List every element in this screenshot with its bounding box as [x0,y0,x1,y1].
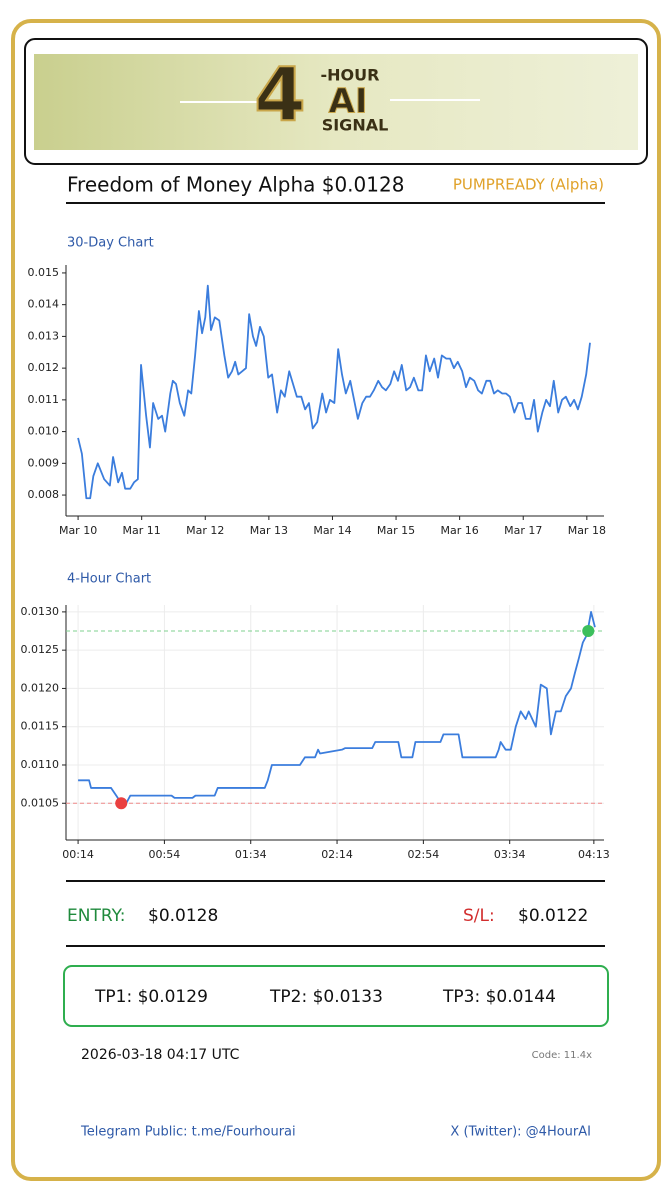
x-tick-label: Mar 10 [59,524,97,537]
logo-bottom: SIGNAL [322,116,389,135]
price-line [78,610,596,805]
y-tick-label: 0.0105 [21,796,60,809]
logo-top: -HOUR [321,66,380,85]
token-title: Freedom of Money Alpha $0.0128 [67,173,404,197]
x-tick-label: 02:54 [408,848,440,861]
logo-numeral: 4 [254,53,306,139]
y-tick-label: 0.013 [28,329,60,342]
logo-banner [34,54,638,150]
y-tick-label: 0.0130 [21,605,60,618]
x-tick-label: Mar 16 [441,524,479,537]
card-frame [11,19,661,1181]
y-tick-label: 0.012 [28,361,60,374]
x-tick-label: Mar 18 [568,524,606,537]
sl-label: S/L: [463,906,495,926]
x-tick-label: 04:13 [578,848,610,861]
x-tick-label: Mar 13 [250,524,288,537]
entry-value: $0.0128 [148,906,218,926]
logo-middle: AI [329,82,368,122]
status-tag: PUMPREADY (Alpha) [453,176,604,194]
x-tick-label: Mar 15 [377,524,415,537]
x-tick-label: Mar 17 [504,524,542,537]
y-tick-label: 0.009 [28,456,60,469]
code: Code: 11.4x [532,1050,592,1061]
targets-box [63,965,609,1027]
timestamp: 2026-03-18 04:17 UTC [81,1047,240,1063]
telegram-link[interactable]: Telegram Public: t.me/Fourhourai [80,1125,296,1140]
entry-label: ENTRY: [67,906,125,926]
x-tick-label: Mar 12 [186,524,224,537]
y-tick-label: 0.0115 [21,720,60,733]
y-tick-label: 0.011 [28,393,60,406]
chart-title: 4-Hour Chart [67,572,151,587]
chart-title: 30-Day Chart [67,236,154,251]
x-tick-label: 00:54 [149,848,181,861]
sl-value: $0.0122 [518,906,588,926]
x-tick-label: Mar 14 [313,524,351,537]
y-tick-label: 0.008 [28,488,60,501]
price-line [77,284,591,500]
y-tick-label: 0.0125 [21,643,60,656]
y-tick-label: 0.0110 [21,758,60,771]
x-tick-label: 01:34 [235,848,267,861]
logo: 4 -HOUR AI SIGNAL [180,52,480,140]
target: TP1: $0.0129 [94,987,208,1007]
x-tick-label: 00:14 [62,848,94,861]
level-marker [582,625,595,638]
x-tick-label: Mar 11 [123,524,161,537]
y-tick-label: 0.0120 [21,681,60,694]
y-tick-label: 0.014 [28,298,60,311]
target: TP3: $0.0144 [442,987,556,1007]
target: TP2: $0.0133 [269,987,383,1007]
x-tick-label: 03:34 [494,848,526,861]
level-marker [115,797,128,810]
twitter-link[interactable]: X (Twitter): @4HourAI [450,1125,591,1140]
x-tick-label: 02:14 [321,848,353,861]
y-tick-label: 0.010 [28,425,60,438]
y-tick-label: 0.015 [28,266,60,279]
